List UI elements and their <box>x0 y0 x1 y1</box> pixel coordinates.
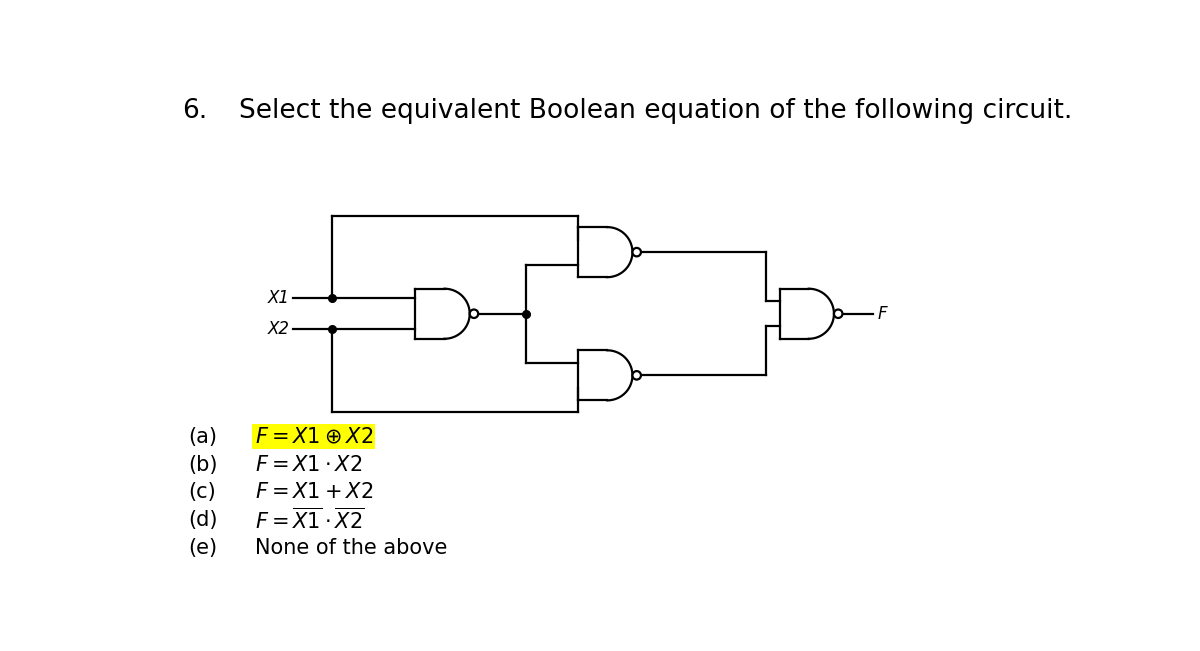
Text: (e): (e) <box>188 538 218 558</box>
Text: $\mathit{F = \overline{X1} \cdot \overline{X2}}$: $\mathit{F = \overline{X1} \cdot \overli… <box>254 507 364 533</box>
Circle shape <box>632 371 641 380</box>
Text: Select the equivalent Boolean equation of the following circuit.: Select the equivalent Boolean equation o… <box>239 98 1073 124</box>
Text: (c): (c) <box>188 482 216 503</box>
Text: X2: X2 <box>268 320 289 338</box>
Text: None of the above: None of the above <box>254 538 446 558</box>
Text: $\mathit{F = X1 + X2}$: $\mathit{F = X1 + X2}$ <box>254 482 373 503</box>
Text: 6.: 6. <box>182 98 208 124</box>
Text: X1: X1 <box>268 289 289 307</box>
Text: F: F <box>877 305 887 323</box>
Text: $\mathit{F = X1 \cdot X2}$: $\mathit{F = X1 \cdot X2}$ <box>254 454 362 475</box>
Circle shape <box>469 309 479 318</box>
Text: $\mathit{F = X1 \oplus X2}$: $\mathit{F = X1 \oplus X2}$ <box>254 427 373 447</box>
Text: (a): (a) <box>188 427 217 447</box>
Circle shape <box>834 309 842 318</box>
Text: (d): (d) <box>188 510 218 530</box>
Text: (b): (b) <box>188 454 218 475</box>
Circle shape <box>632 248 641 256</box>
